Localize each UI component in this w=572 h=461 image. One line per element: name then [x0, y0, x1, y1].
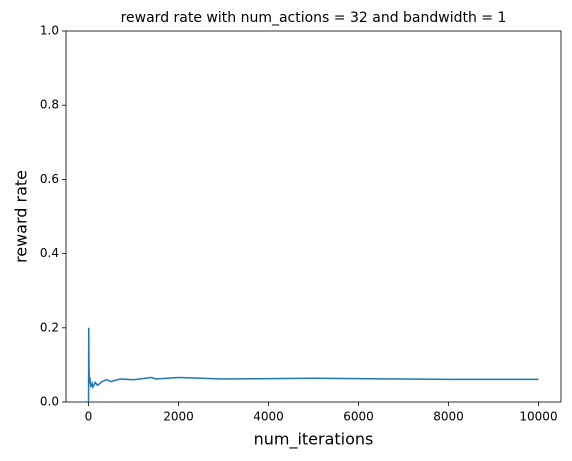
x-axis-label: num_iterations	[254, 430, 374, 450]
y-tick-label: 0.8	[40, 98, 59, 112]
x-tick-label: 2000	[163, 410, 194, 424]
y-axis-label: reward rate	[12, 170, 31, 263]
line-series	[87, 327, 539, 403]
x-tick-label: 0	[85, 410, 93, 424]
x-tick-label: 4000	[253, 410, 284, 424]
y-tick-label: 0.6	[40, 172, 59, 186]
x-tick-label: 8000	[433, 410, 464, 424]
y-tick-label: 0.2	[40, 320, 59, 334]
x-tick-label: 10000	[519, 410, 557, 424]
axes-frame	[65, 30, 562, 403]
chart-title: reward rate with num_actions = 32 and ba…	[121, 10, 507, 26]
y-tick-label: 0.0	[40, 395, 59, 409]
y-tick-label: 0.4	[40, 246, 59, 260]
y-tick-label: 1.0	[40, 24, 59, 38]
x-tick-label: 6000	[343, 410, 374, 424]
